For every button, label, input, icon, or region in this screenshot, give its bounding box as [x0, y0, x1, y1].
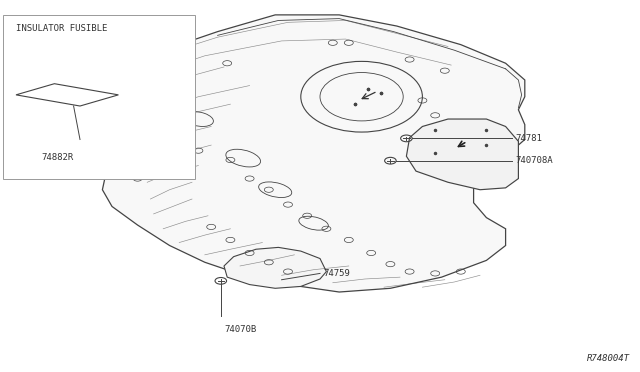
Text: 74781: 74781: [515, 134, 542, 143]
Text: 74070B: 74070B: [224, 326, 256, 334]
Polygon shape: [406, 119, 518, 190]
Text: R748004T: R748004T: [588, 354, 630, 363]
Text: 74759: 74759: [323, 269, 350, 278]
Polygon shape: [224, 247, 326, 288]
Polygon shape: [102, 15, 525, 292]
Bar: [3, 15, 195, 179]
Text: 74882R: 74882R: [42, 153, 74, 161]
Text: INSULATOR FUSIBLE: INSULATOR FUSIBLE: [16, 24, 108, 33]
Text: 740708A: 740708A: [515, 156, 553, 165]
